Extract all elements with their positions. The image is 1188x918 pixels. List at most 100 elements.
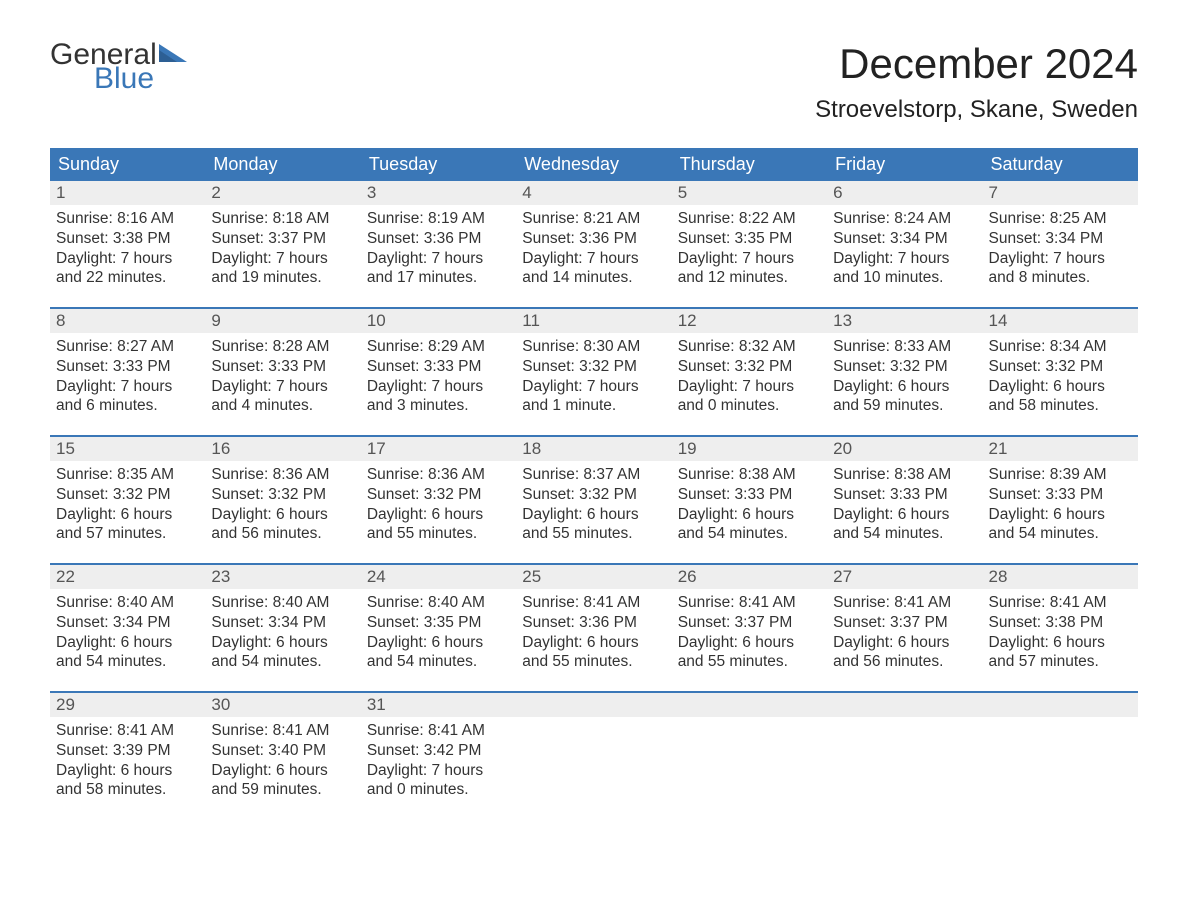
daylight-text-1: Daylight: 6 hours [522, 633, 665, 653]
week-row: 29Sunrise: 8:41 AMSunset: 3:39 PMDayligh… [50, 691, 1138, 819]
sunrise-text: Sunrise: 8:39 AM [989, 465, 1132, 485]
day-number: 23 [205, 565, 360, 589]
sunrise-text: Sunrise: 8:40 AM [211, 593, 354, 613]
day-body: Sunrise: 8:27 AMSunset: 3:33 PMDaylight:… [50, 333, 205, 424]
calendar-day: 16Sunrise: 8:36 AMSunset: 3:32 PMDayligh… [205, 437, 360, 563]
day-body: Sunrise: 8:33 AMSunset: 3:32 PMDaylight:… [827, 333, 982, 424]
sunrise-text: Sunrise: 8:33 AM [833, 337, 976, 357]
sunrise-text: Sunrise: 8:41 AM [522, 593, 665, 613]
daylight-text-2: and 8 minutes. [989, 268, 1132, 288]
sunset-text: Sunset: 3:36 PM [522, 229, 665, 249]
sunset-text: Sunset: 3:34 PM [989, 229, 1132, 249]
day-number: 10 [361, 309, 516, 333]
sunset-text: Sunset: 3:32 PM [678, 357, 821, 377]
sunrise-text: Sunrise: 8:24 AM [833, 209, 976, 229]
sunset-text: Sunset: 3:38 PM [56, 229, 199, 249]
daylight-text-2: and 6 minutes. [56, 396, 199, 416]
sunrise-text: Sunrise: 8:29 AM [367, 337, 510, 357]
sunrise-text: Sunrise: 8:16 AM [56, 209, 199, 229]
day-number: 28 [983, 565, 1138, 589]
title-block: December 2024 Stroevelstorp, Skane, Swed… [815, 40, 1138, 124]
calendar-day: 12Sunrise: 8:32 AMSunset: 3:32 PMDayligh… [672, 309, 827, 435]
daylight-text-2: and 54 minutes. [367, 652, 510, 672]
calendar-day: 30Sunrise: 8:41 AMSunset: 3:40 PMDayligh… [205, 693, 360, 819]
sunrise-text: Sunrise: 8:19 AM [367, 209, 510, 229]
day-body: Sunrise: 8:39 AMSunset: 3:33 PMDaylight:… [983, 461, 1138, 552]
calendar-day: 4Sunrise: 8:21 AMSunset: 3:36 PMDaylight… [516, 181, 671, 307]
calendar: Sunday Monday Tuesday Wednesday Thursday… [50, 148, 1138, 819]
daylight-text-1: Daylight: 6 hours [678, 633, 821, 653]
daylight-text-1: Daylight: 7 hours [211, 249, 354, 269]
dow-sunday: Sunday [50, 148, 205, 181]
daylight-text-2: and 22 minutes. [56, 268, 199, 288]
sunrise-text: Sunrise: 8:41 AM [56, 721, 199, 741]
daylight-text-1: Daylight: 7 hours [56, 249, 199, 269]
day-number: 9 [205, 309, 360, 333]
daylight-text-2: and 57 minutes. [56, 524, 199, 544]
day-body: Sunrise: 8:28 AMSunset: 3:33 PMDaylight:… [205, 333, 360, 424]
sunset-text: Sunset: 3:36 PM [367, 229, 510, 249]
day-body: Sunrise: 8:25 AMSunset: 3:34 PMDaylight:… [983, 205, 1138, 296]
calendar-day: 10Sunrise: 8:29 AMSunset: 3:33 PMDayligh… [361, 309, 516, 435]
header: General Blue December 2024 Stroevelstorp… [50, 40, 1138, 124]
day-body: Sunrise: 8:40 AMSunset: 3:35 PMDaylight:… [361, 589, 516, 680]
day-body: Sunrise: 8:22 AMSunset: 3:35 PMDaylight:… [672, 205, 827, 296]
daylight-text-1: Daylight: 6 hours [522, 505, 665, 525]
daylight-text-1: Daylight: 6 hours [56, 505, 199, 525]
sunset-text: Sunset: 3:34 PM [833, 229, 976, 249]
sunset-text: Sunset: 3:34 PM [56, 613, 199, 633]
calendar-day: 21Sunrise: 8:39 AMSunset: 3:33 PMDayligh… [983, 437, 1138, 563]
daylight-text-2: and 10 minutes. [833, 268, 976, 288]
daylight-text-1: Daylight: 6 hours [989, 633, 1132, 653]
calendar-day: 26Sunrise: 8:41 AMSunset: 3:37 PMDayligh… [672, 565, 827, 691]
daylight-text-1: Daylight: 6 hours [833, 633, 976, 653]
daylight-text-1: Daylight: 7 hours [833, 249, 976, 269]
week-row: 8Sunrise: 8:27 AMSunset: 3:33 PMDaylight… [50, 307, 1138, 435]
daylight-text-2: and 55 minutes. [678, 652, 821, 672]
daylight-text-2: and 14 minutes. [522, 268, 665, 288]
sunrise-text: Sunrise: 8:37 AM [522, 465, 665, 485]
day-number: 6 [827, 181, 982, 205]
sunset-text: Sunset: 3:32 PM [522, 485, 665, 505]
day-number: 2 [205, 181, 360, 205]
daylight-text-2: and 0 minutes. [678, 396, 821, 416]
daylight-text-1: Daylight: 6 hours [833, 505, 976, 525]
day-number: 7 [983, 181, 1138, 205]
calendar-day: 2Sunrise: 8:18 AMSunset: 3:37 PMDaylight… [205, 181, 360, 307]
daylight-text-2: and 58 minutes. [56, 780, 199, 800]
sunset-text: Sunset: 3:32 PM [833, 357, 976, 377]
logo: General Blue [50, 40, 187, 94]
daylight-text-1: Daylight: 7 hours [522, 377, 665, 397]
calendar-day: 23Sunrise: 8:40 AMSunset: 3:34 PMDayligh… [205, 565, 360, 691]
day-body: Sunrise: 8:41 AMSunset: 3:36 PMDaylight:… [516, 589, 671, 680]
daylight-text-2: and 59 minutes. [833, 396, 976, 416]
day-number: 22 [50, 565, 205, 589]
daylight-text-2: and 3 minutes. [367, 396, 510, 416]
day-number: 13 [827, 309, 982, 333]
sunset-text: Sunset: 3:37 PM [678, 613, 821, 633]
sunset-text: Sunset: 3:38 PM [989, 613, 1132, 633]
daylight-text-2: and 0 minutes. [367, 780, 510, 800]
daylight-text-1: Daylight: 6 hours [56, 633, 199, 653]
calendar-day: 15Sunrise: 8:35 AMSunset: 3:32 PMDayligh… [50, 437, 205, 563]
day-number: 20 [827, 437, 982, 461]
daylight-text-2: and 58 minutes. [989, 396, 1132, 416]
day-body: Sunrise: 8:40 AMSunset: 3:34 PMDaylight:… [50, 589, 205, 680]
calendar-day: 28 Sunrise: 8:41 AMSunset: 3:38 PMDayligh… [983, 565, 1138, 691]
calendar-day: 7Sunrise: 8:25 AMSunset: 3:34 PMDaylight… [983, 181, 1138, 307]
sunset-text: Sunset: 3:33 PM [211, 357, 354, 377]
calendar-day: 22Sunrise: 8:40 AMSunset: 3:34 PMDayligh… [50, 565, 205, 691]
sunset-text: Sunset: 3:35 PM [367, 613, 510, 633]
day-body: Sunrise: 8:41 AMSunset: 3:40 PMDaylight:… [205, 717, 360, 808]
sunrise-text: Sunrise: 8:41 AM [989, 593, 1132, 613]
sunrise-text: Sunrise: 8:32 AM [678, 337, 821, 357]
sunrise-text: Sunrise: 8:25 AM [989, 209, 1132, 229]
daylight-text-1: Daylight: 7 hours [989, 249, 1132, 269]
day-number: 1 [50, 181, 205, 205]
day-body: Sunrise: 8:32 AMSunset: 3:32 PMDaylight:… [672, 333, 827, 424]
sunrise-text: Sunrise: 8:21 AM [522, 209, 665, 229]
day-body: Sunrise: 8:18 AMSunset: 3:37 PMDaylight:… [205, 205, 360, 296]
daylight-text-2: and 19 minutes. [211, 268, 354, 288]
daylight-text-1: Daylight: 7 hours [367, 377, 510, 397]
sunrise-text: Sunrise: 8:41 AM [678, 593, 821, 613]
